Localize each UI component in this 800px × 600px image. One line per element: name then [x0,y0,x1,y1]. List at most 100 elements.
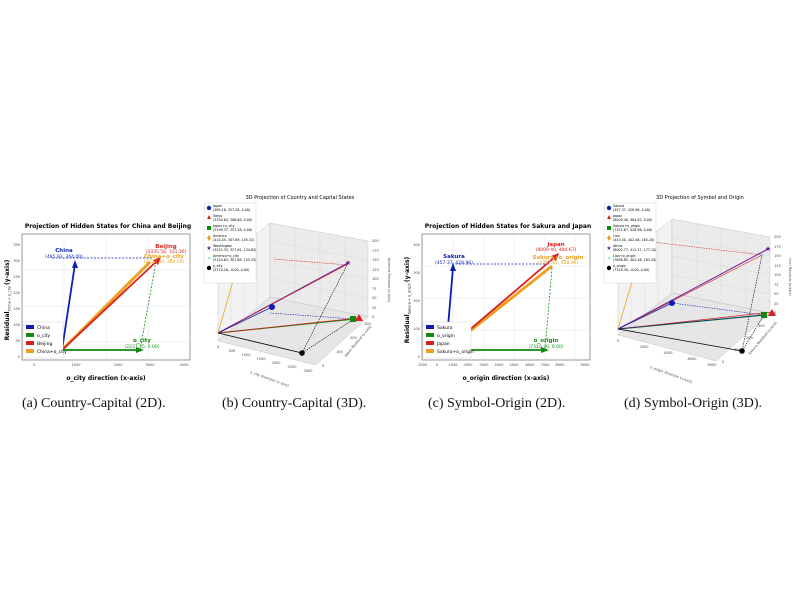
label-a-ocity: o_city [133,338,151,344]
ytick-b-2: 200 [350,336,357,340]
label-c-oorigin: o_origin [534,338,559,344]
coord-a-beijing: (3335.58, 331.36) [146,249,187,255]
guide-d-oorigin-1 [741,254,763,352]
guide-d-sakura [671,302,765,316]
ytick-a-3: 150 [13,307,20,311]
legend-a-2: Beijing [37,341,52,347]
legend-a-3: China+o_city [37,349,67,355]
arrow-c-oorigin [541,347,549,353]
legend-d-1-coord: (8009.40, 484.67, 0.00) [613,218,652,222]
pane-b-floor [217,296,369,366]
legend-c-2: Japan [436,341,450,347]
xtick-c-7: 6000 [526,363,535,367]
marker-b-japan-ocity [350,316,356,322]
xtick-c-5: 4000 [495,363,504,367]
ytick-c-4: 400 [413,243,420,247]
ztick-b-5: 125 [372,268,379,272]
xtick-a-4: 4000 [180,363,189,367]
legend-d-4-coord: (8002.77, 411.17, 177.10) [613,248,656,252]
guide-b-ocity-1 [301,262,349,354]
legend-c: Sakura o_origin Japan Sakura+o_origin [422,321,474,359]
ztick-b-0: 0 [372,315,374,319]
label-a-china: China [55,248,73,254]
legend-b: Japan (489.18, 357.28, 0.00) Tokyo (3334… [203,202,256,284]
vector-a-china [61,263,76,351]
legend-d-0-name: Sakura [613,204,624,208]
xtick-b-4: 2000 [272,361,281,365]
ytick-b-0: 0 [322,364,324,368]
legend-b-1-name: Tokyo [212,214,222,218]
panel-a: Projection of Hidden States for China an… [0,210,200,390]
chart-c-title: Projection of Hidden States for Sakura a… [425,223,591,230]
vector-d-africa [617,248,769,330]
legend-a: China o_city Beijing China+o_city [22,321,67,359]
marker-b-tokyo [355,314,363,321]
coord-a-ocity: (2237.35, 0.00) [124,344,159,350]
xtick-c-3: 2000 [464,363,473,367]
ytick-d-2: 200 [746,336,753,340]
legend-c-3: Sakura+o_origin [437,349,474,355]
arrow-c-japan [551,253,559,261]
zlabel-d: Lion Residual (z-axis) [788,258,792,296]
xtick-a-2: 2000 [114,363,123,367]
xlabel-c: o_origin direction (x-axis) [463,375,550,382]
coord-a-china-ocity: (2723.39, 364.00) [144,259,185,265]
xlabel-a: o_city direction (x-axis) [66,375,146,382]
zlabel-b: America Residual (z-axis) [387,258,391,303]
xtick-b-3: 1500 [257,357,266,361]
vector-b-america-ocity [217,264,347,334]
svg-text:★: ★ [606,245,611,252]
svg-text:★: ★ [206,245,211,252]
legend-d-3-name: Lion [613,234,620,238]
ztick-d-1: 25 [774,302,778,306]
xtick-c-0: -1000 [417,363,427,367]
legend-c-1: o_origin [437,333,455,339]
legend-d-2-coord: (7322.67, 428.96, 0.00) [613,228,652,232]
legend-d-3-coord: (443.30, 402.46, 163.20) [613,238,654,242]
label-a-china-ocity: China+o_city [144,254,184,260]
ytick-c-2: 200 [413,299,420,303]
legend-d-5-coord: (7656.85, 402.46, 163.20) [613,258,656,262]
legend-d-1-name: Japan [612,214,622,218]
xtick-d-1: 2000 [640,345,649,349]
ylabel-a: ResidualChina + o_city(y-axis) [4,259,12,340]
ztick-b-4: 100 [372,277,379,281]
vector-b-japan [217,306,273,334]
xtick-b-5: 2500 [288,365,297,369]
legend-d-4-name: Africa [613,244,622,248]
ytick-a-1: 50 [16,339,20,343]
xlabel-b: o_city direction (x-axis) [250,370,290,388]
coord-c-japan: (8009.40, 484.67) [536,247,577,253]
marker-d-lion-oorigin: ✕ [760,253,764,259]
label-a-beijing: Beijing [155,244,176,250]
guide-b-japan [269,312,355,320]
coord-c-sakura: (457.37, 428.96) [435,260,473,266]
svg-text:✕: ✕ [607,256,611,262]
coord-a-china: (485.93, 364.00) [45,254,83,260]
svg-text:ResidualSakura + o_origin(y-ax: ResidualSakura + o_origin(y-axis) [404,256,412,343]
xlabel-d: o_origin direction (x-axis) [650,365,694,384]
legend-d-6-coord: (7310.30, -0.00, 0.00) [613,268,649,272]
xtick-c-4: 3000 [480,363,489,367]
xtick-c-2: 1000 [449,363,458,367]
legend-d-2-name: Sakura+o_origin [613,224,640,228]
caption-c: (c) Symbol-Origin (2D). [428,396,566,411]
legend-b-3-name: America [213,234,227,238]
legend-b-6-name: o_city [213,264,223,268]
ztick-b-3: 75 [372,287,376,291]
xtick-c-10: 9000 [581,363,590,367]
legend-b-5-name: America+o_city [213,254,239,258]
vector-d-japan [617,311,773,330]
svg-text:✕: ✕ [207,256,211,262]
legend-d-6-name: o_origin [613,264,626,268]
chart-a-title: Projection of Hidden States for China an… [25,223,191,230]
chart-d: 3D Projection of Symbol and Origin 0 25 … [603,195,792,384]
ytick-b-1: 100 [336,350,343,354]
legend-c-0: Sakura [437,325,453,331]
panel-c: Projection of Hidden States for Sakura a… [400,210,600,390]
ytick-b-3: 300 [364,322,371,326]
ztick-b-1: 25 [372,306,376,310]
xtick-c-1: 0 [436,363,438,367]
ztick-b-2: 50 [372,296,376,300]
xtick-d-3: 6000 [688,357,697,361]
